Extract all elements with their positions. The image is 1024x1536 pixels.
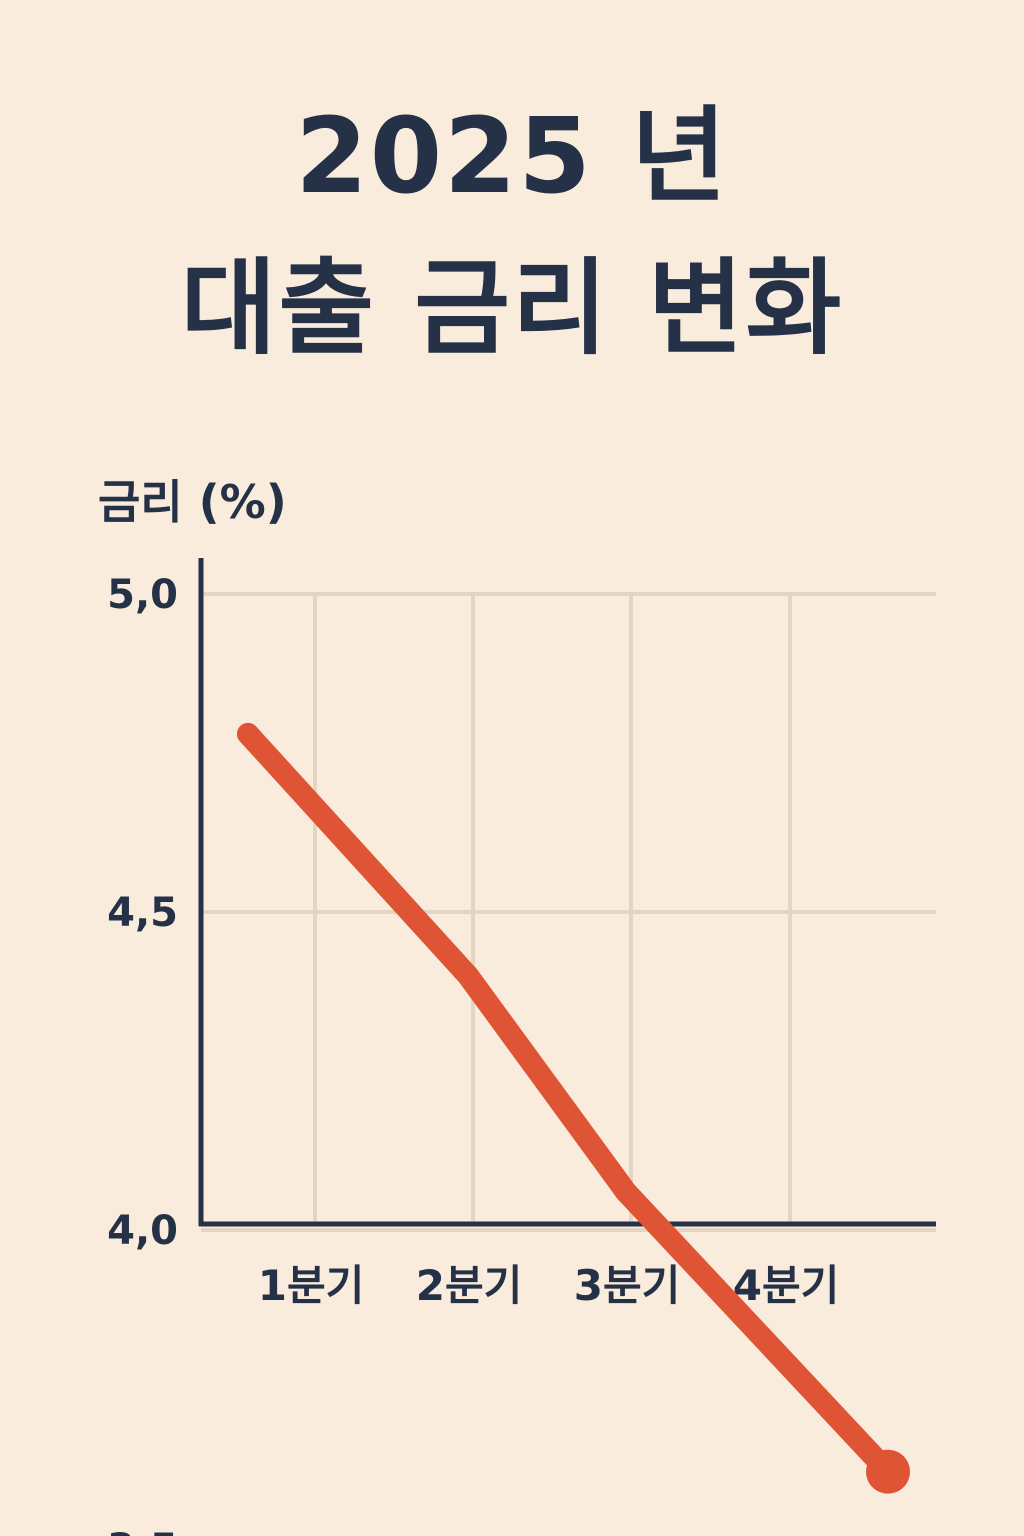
x-tick-label: 1분기 <box>258 1261 365 1310</box>
page-title-line-1: 2025 년 <box>295 95 729 217</box>
y-tick-label: 4,5 <box>107 890 178 936</box>
x-tick-label: 2분기 <box>416 1261 523 1310</box>
chart-grid <box>201 592 936 1232</box>
page-title-line-2: 대출 금리 변화 <box>180 247 844 369</box>
y-tick-label: 5,0 <box>107 572 178 618</box>
series-line <box>237 722 899 1483</box>
y-tick-label: 3,5 <box>107 1526 178 1536</box>
series-point <box>457 964 479 987</box>
y-tick-label: 4,0 <box>107 1208 178 1254</box>
chart-axes <box>198 558 936 1227</box>
chart-series <box>237 722 910 1494</box>
y-axis-label: 금리 (%) <box>98 475 287 529</box>
x-tick-label: 4분기 <box>733 1261 840 1310</box>
series-point <box>615 1180 637 1203</box>
y-axis-ticks: 5,0 4,5 4,0 3,5 <box>107 572 178 1536</box>
series-point <box>237 722 259 745</box>
x-tick-label: 3분기 <box>574 1261 681 1310</box>
series-end-marker <box>866 1449 910 1494</box>
x-axis-ticks: 1분기 2분기 3분기 4분기 <box>258 1261 840 1310</box>
